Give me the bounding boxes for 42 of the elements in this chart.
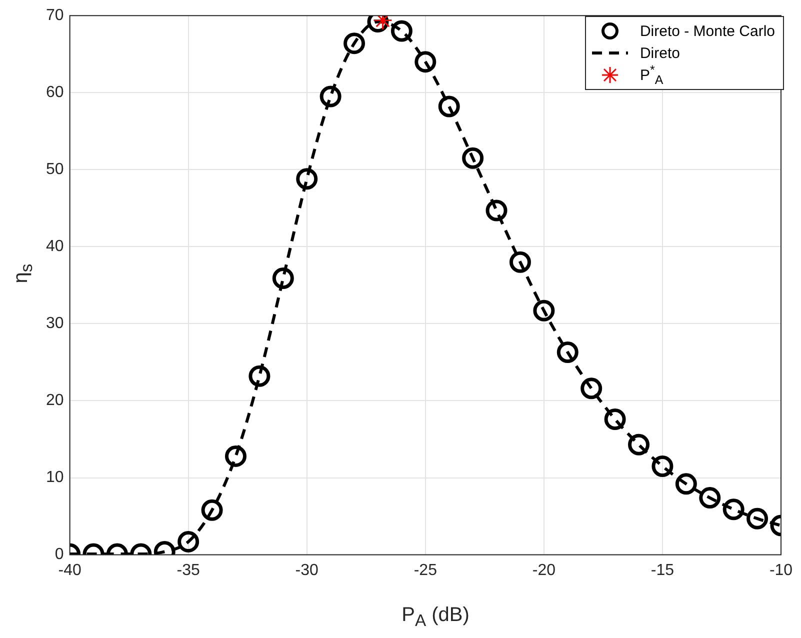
point [556,341,578,363]
point [462,147,484,169]
point [438,96,460,118]
point [414,51,436,73]
x-tick-label: -15 [650,562,674,579]
x-tick-label: -10 [769,562,793,579]
point [390,20,412,42]
y-tick-label: 40 [46,238,64,256]
x-tick-label: -25 [414,562,438,579]
point [486,200,508,222]
x-tick-label: -40 [58,562,82,579]
point [580,378,602,400]
point [272,268,294,290]
point [224,445,246,467]
point [652,455,674,477]
point [746,508,768,530]
point [248,365,270,387]
y-tick-label: 20 [46,392,64,410]
y-tick-label: 50 [46,161,64,178]
y-tick-label: 10 [46,469,64,486]
point [722,498,744,520]
point [178,530,200,552]
point [296,168,318,190]
point [533,300,555,322]
point [509,251,531,273]
point [201,499,223,521]
x-tick-label: -20 [532,562,556,579]
point [699,487,721,509]
legend-label: Direto [640,44,680,62]
point [604,408,626,430]
point [320,86,342,108]
x-tick-label: -35 [176,562,200,579]
y-tick-label: 0 [54,546,64,564]
point [675,473,697,495]
point [628,434,650,456]
x-tick-label: -30 [295,562,319,579]
y-tick-label: 60 [46,84,64,102]
x-axis-title: P$_{A}$ (dB) [400,604,470,631]
y-tick-label: 70 [46,7,64,24]
legend-label: Direto - Monte Carlo [640,22,775,40]
point [344,32,366,54]
y-tick-label: 30 [46,315,64,332]
